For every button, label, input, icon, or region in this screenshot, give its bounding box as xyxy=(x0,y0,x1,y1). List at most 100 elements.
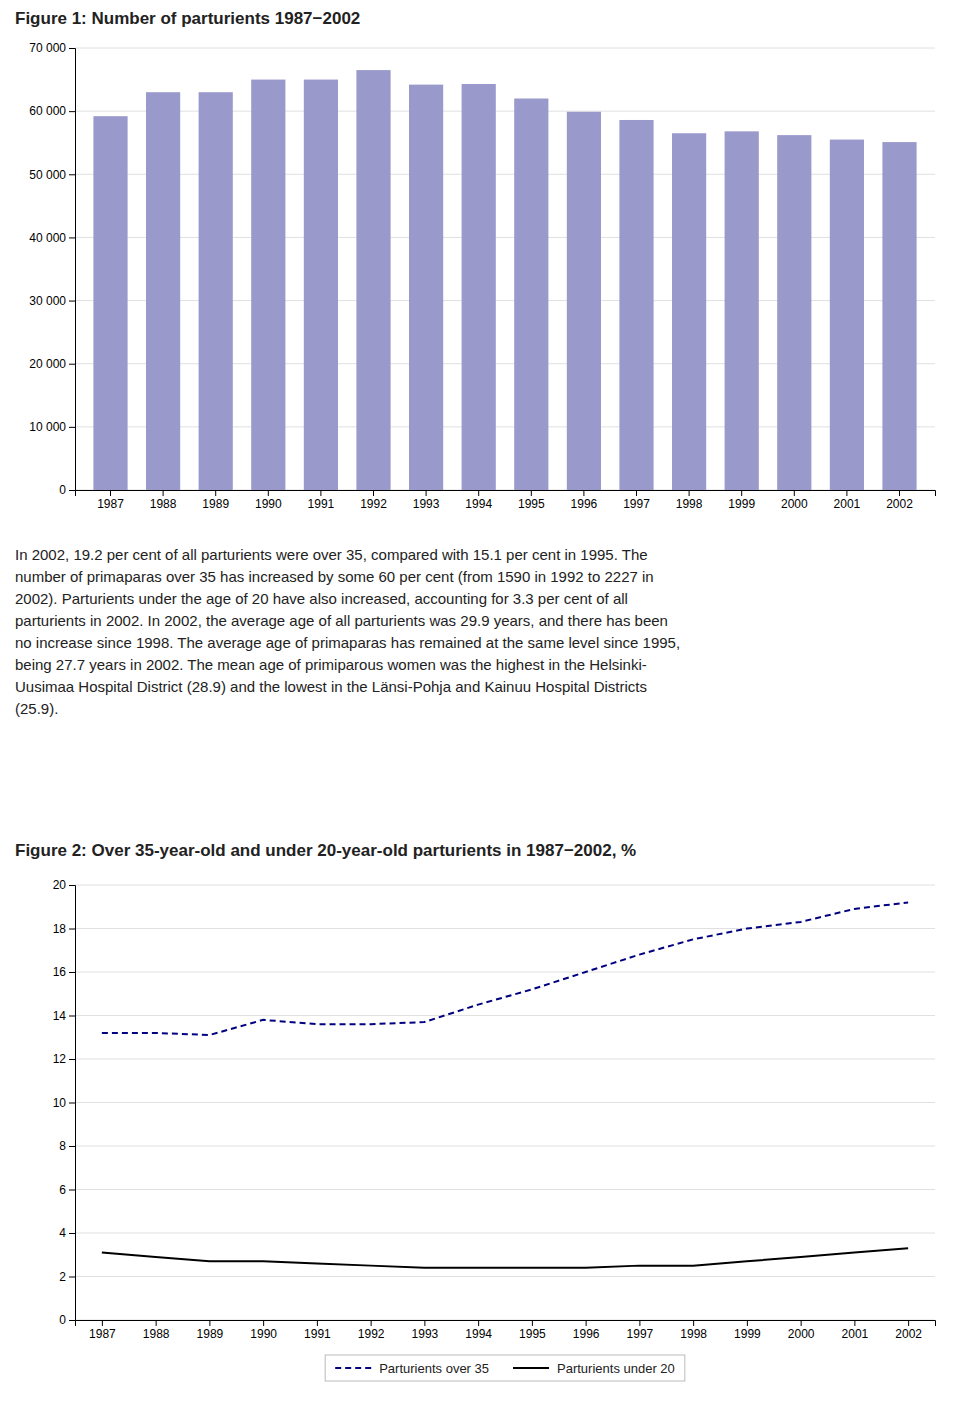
tick: 2001 xyxy=(842,1320,869,1341)
tick-mark xyxy=(163,490,164,496)
tick-label: 14 xyxy=(53,1009,67,1023)
tick-mark xyxy=(741,490,742,496)
tick: 1994 xyxy=(465,490,492,511)
grid xyxy=(75,48,935,490)
tick-label: 1992 xyxy=(360,497,387,511)
tick-label: 1998 xyxy=(676,497,703,511)
grid-line xyxy=(75,1276,935,1277)
tick-label: 50 000 xyxy=(29,168,66,182)
tick-label: 1993 xyxy=(412,1327,439,1341)
bar xyxy=(882,142,916,490)
bar xyxy=(199,92,233,490)
tick-mark xyxy=(424,1320,425,1326)
tick-mark xyxy=(69,490,75,491)
tick-label: 1992 xyxy=(358,1327,385,1341)
tick-mark xyxy=(794,490,795,496)
tick-mark xyxy=(69,1146,75,1147)
y-axis: 02468101214161820 xyxy=(53,878,76,1327)
tick-mark xyxy=(102,1320,103,1326)
tick-label: 2001 xyxy=(842,1327,869,1341)
tick-mark xyxy=(69,48,75,49)
tick-label: 1990 xyxy=(255,497,282,511)
tick: 1999 xyxy=(728,490,755,511)
tick-label: 1996 xyxy=(573,1327,600,1341)
tick-mark xyxy=(209,1320,210,1326)
axis-line xyxy=(69,886,76,1321)
tick-mark xyxy=(426,490,427,496)
tick-mark xyxy=(320,490,321,496)
tick: 18 xyxy=(53,922,75,936)
tick-label: 2000 xyxy=(781,497,808,511)
legend-label: Parturients over 35 xyxy=(379,1361,489,1376)
chart: Figure 2: Over 35-year-old and under 20-… xyxy=(15,841,936,1381)
tick-mark xyxy=(69,885,75,886)
tick: 6 xyxy=(59,1183,75,1197)
y-axis: 010 00020 00030 00040 00050 00060 00070 … xyxy=(29,41,75,497)
annotations: In 2002, 19.2 per cent of all parturient… xyxy=(15,546,680,717)
annotation: number of primaparas over 35 has increas… xyxy=(15,568,654,585)
tick: 70 000 xyxy=(29,41,75,55)
bar xyxy=(356,70,390,490)
tick: 1992 xyxy=(358,1320,385,1341)
tick-mark xyxy=(69,1320,75,1321)
annotation: 2002). Parturients under the age of 20 h… xyxy=(15,590,628,607)
legend-label: Parturients under 20 xyxy=(557,1361,675,1376)
tick-label: 1989 xyxy=(197,1327,224,1341)
bar xyxy=(409,85,443,490)
tick-label: 1991 xyxy=(308,497,335,511)
tick: 1989 xyxy=(197,1320,224,1341)
legend-item: Parturients over 35 xyxy=(335,1361,489,1376)
tick-mark xyxy=(215,490,216,496)
bar xyxy=(93,116,127,490)
tick-mark xyxy=(69,929,75,930)
tick-label: 10 xyxy=(53,1096,67,1110)
tick: 50 000 xyxy=(29,168,75,182)
tick: 1997 xyxy=(623,490,650,511)
grid-line xyxy=(75,972,935,973)
tick-label: 1999 xyxy=(728,497,755,511)
tick: 2 xyxy=(59,1270,75,1284)
grid-line xyxy=(75,928,935,929)
bar xyxy=(725,131,759,490)
annotation: parturients in 2002. In 2002, the averag… xyxy=(15,612,668,629)
tick: 16 xyxy=(53,965,75,979)
tick-label: 0 xyxy=(59,483,66,497)
tick-label: 18 xyxy=(53,922,67,936)
tick-label: 6 xyxy=(59,1183,66,1197)
tick-mark xyxy=(69,1059,75,1060)
tick-label: 1997 xyxy=(627,1327,654,1341)
title: Figure 1: Number of parturients 1987−200… xyxy=(15,9,360,28)
line xyxy=(102,902,908,1035)
tick: 40 000 xyxy=(29,231,75,245)
chart: Figure 1: Number of parturients 1987−200… xyxy=(15,9,936,717)
grid-line xyxy=(75,885,935,886)
annotation: Uusimaa Hospital District (28.9) and the… xyxy=(15,678,647,695)
tick-mark xyxy=(69,1233,75,1234)
tick-mark xyxy=(156,1320,157,1326)
legend-swatch xyxy=(513,1367,549,1369)
tick: 1990 xyxy=(250,1320,277,1341)
tick-label: 1997 xyxy=(623,497,650,511)
bar xyxy=(251,80,285,490)
tick-mark xyxy=(846,490,847,496)
tick-label: 2 xyxy=(59,1270,66,1284)
bar xyxy=(830,140,864,490)
x-axis: 1987198819891990199119921993199419951996… xyxy=(76,1320,936,1341)
tick: 1987 xyxy=(89,1320,116,1341)
tick: 10 xyxy=(53,1096,75,1110)
tick-mark xyxy=(69,174,75,175)
tick-mark xyxy=(693,1320,694,1326)
tick-mark xyxy=(371,1320,372,1326)
tick-label: 1996 xyxy=(571,497,598,511)
bar xyxy=(777,135,811,490)
tick-mark xyxy=(747,1320,748,1326)
tick: 1996 xyxy=(573,1320,600,1341)
tick: 1996 xyxy=(571,490,598,511)
grid xyxy=(75,885,935,1320)
tick-mark xyxy=(801,1320,802,1326)
x-axis: 1987198819891990199119921993199419951996… xyxy=(76,490,936,511)
tick: 1992 xyxy=(360,490,387,511)
tick: 1991 xyxy=(304,1320,331,1341)
tick: 1994 xyxy=(465,1320,492,1341)
grid-line xyxy=(75,1146,935,1147)
